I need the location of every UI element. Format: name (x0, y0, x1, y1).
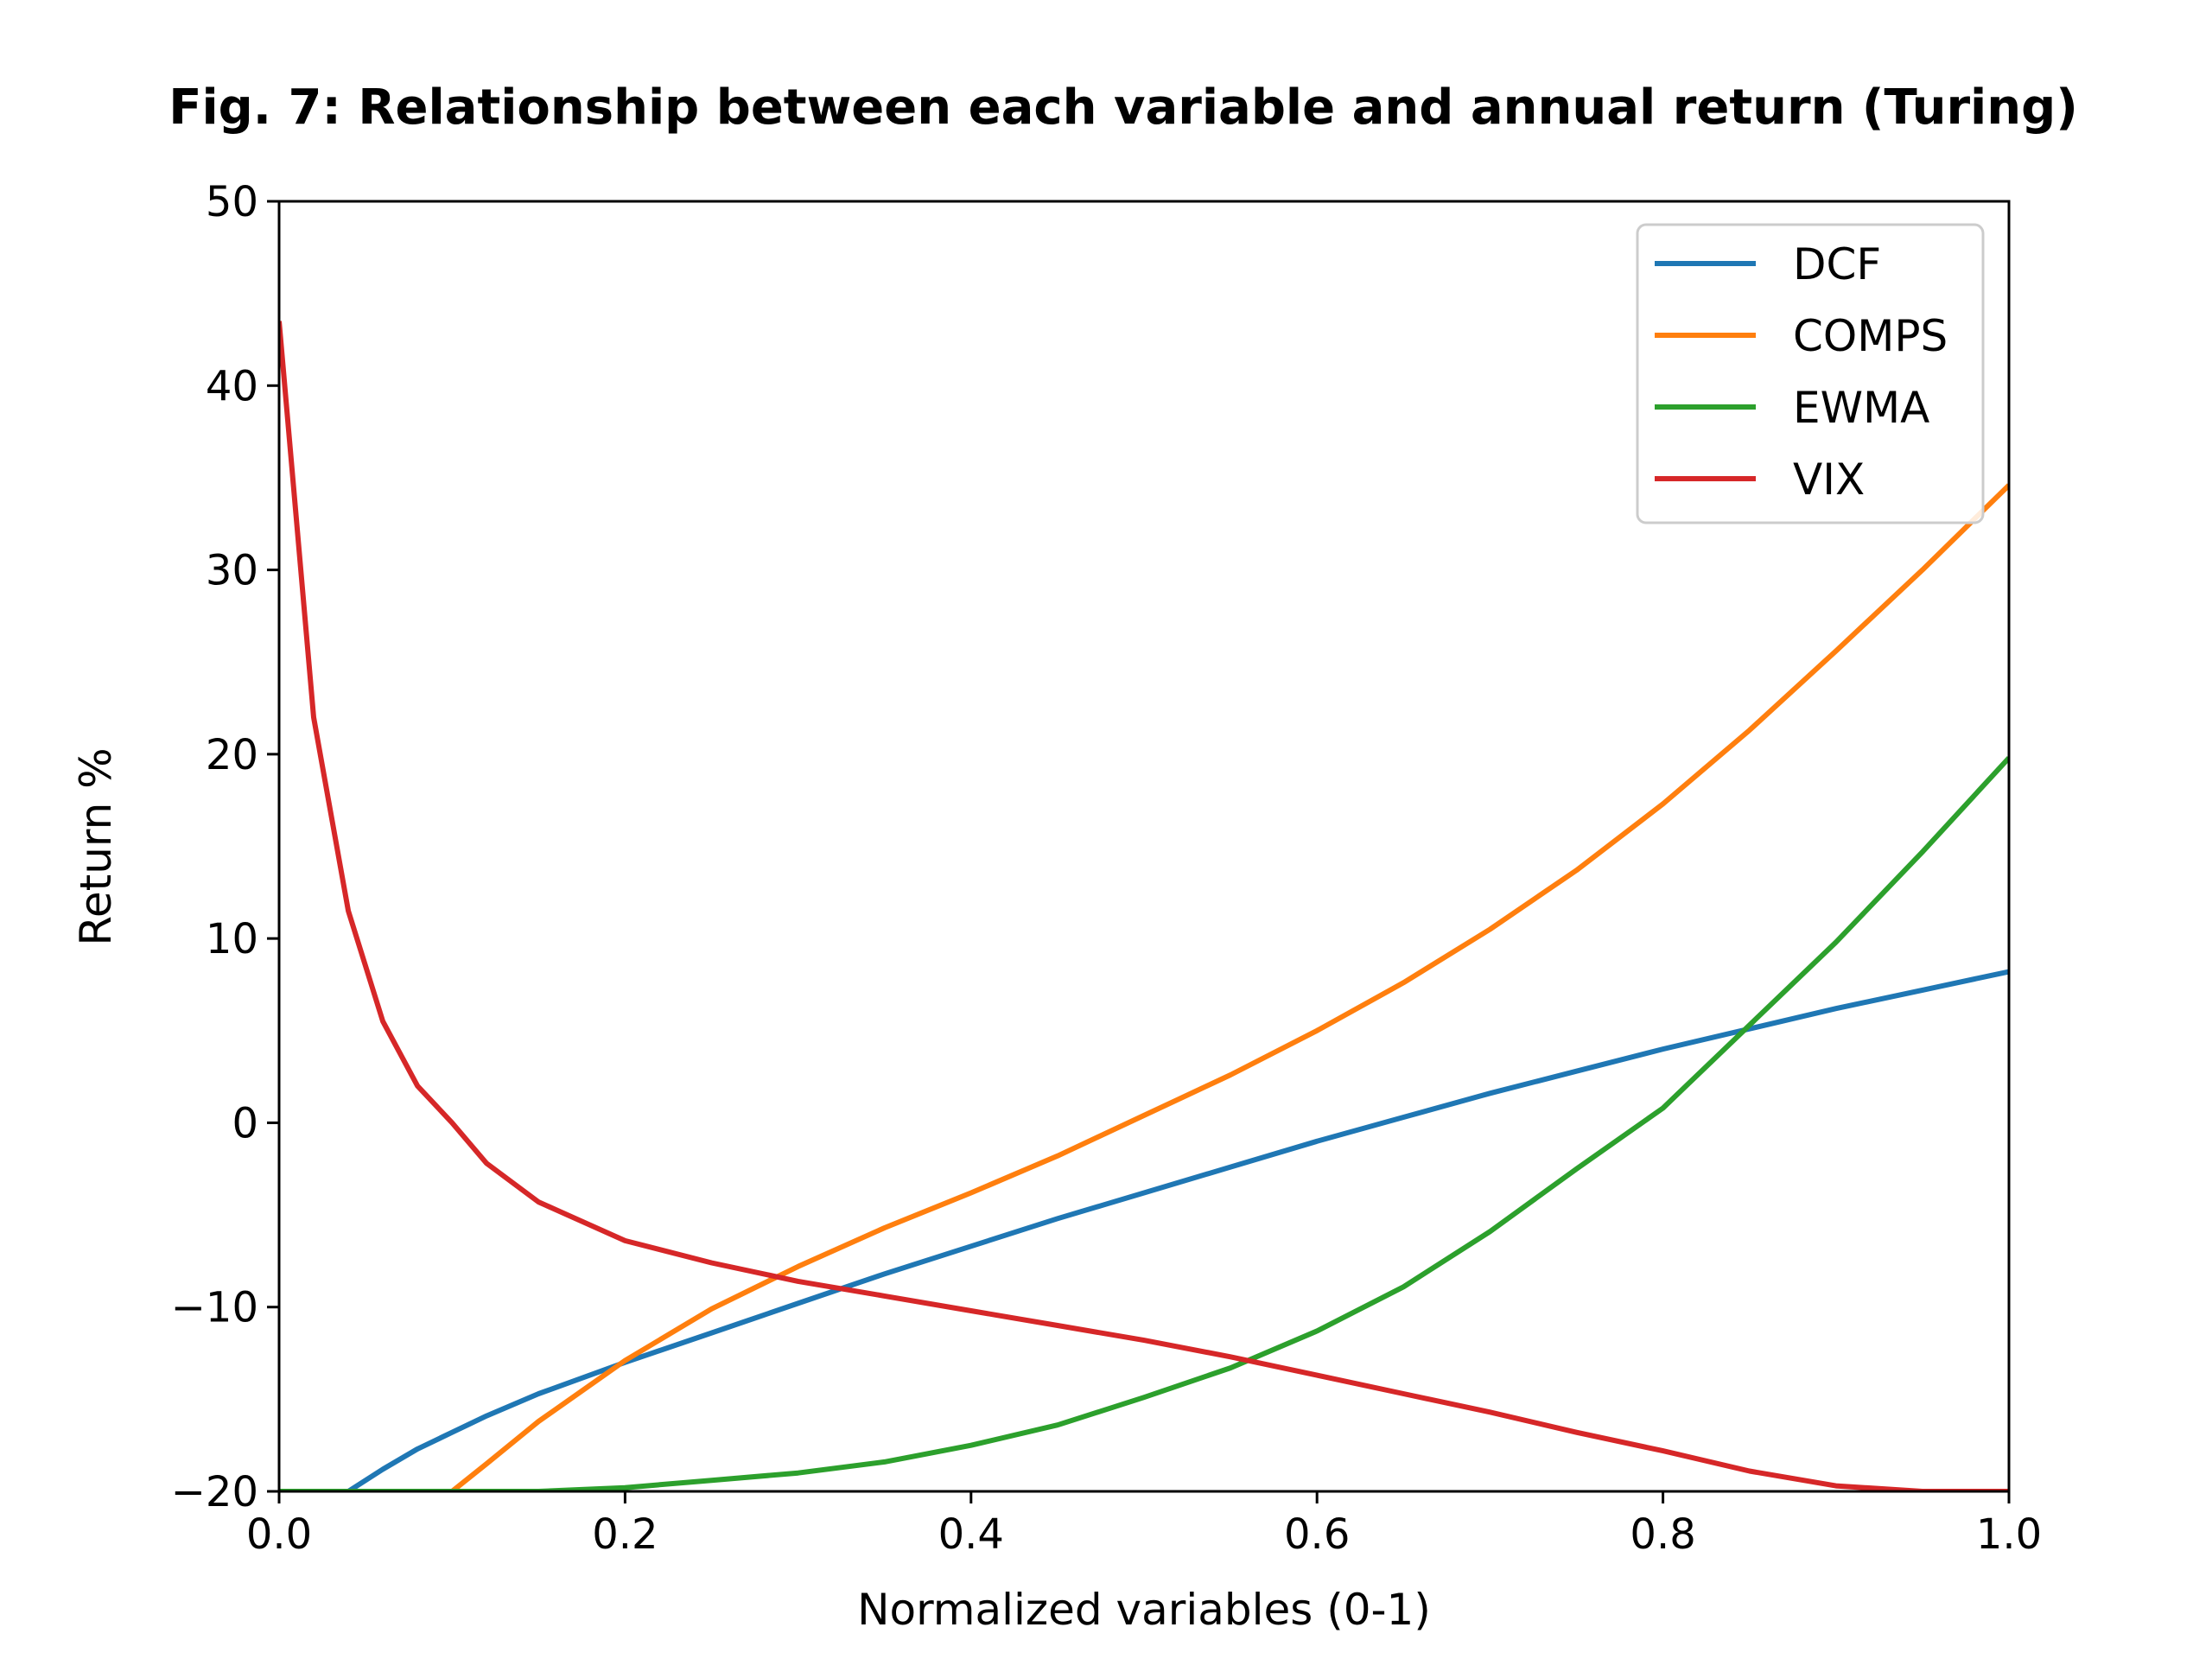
x-axis: 0.0 0.2 0.4 0.6 0.8 1.0 (246, 1491, 2042, 1559)
y-tick-label: 0 (232, 1099, 258, 1147)
legend-label-dcf: DCF (1793, 239, 1881, 289)
y-tick-label: 10 (206, 915, 258, 963)
series-line-dcf (279, 969, 2009, 1491)
legend-label-vix: VIX (1793, 454, 1865, 505)
x-tick-label: 0.0 (246, 1510, 312, 1559)
x-tick-label: 0.4 (938, 1510, 1004, 1559)
series-line-ewma (279, 756, 2009, 1491)
y-tick-label: −20 (171, 1468, 258, 1516)
x-tick-label: 1.0 (1976, 1510, 2042, 1559)
series-line-comps (279, 483, 2009, 1491)
legend-label-comps: COMPS (1793, 311, 1948, 361)
y-tick-label: 50 (206, 178, 258, 226)
y-tick-label: 40 (206, 362, 258, 410)
series-lines (279, 321, 2009, 1491)
series-line-vix (279, 321, 2009, 1491)
x-tick-label: 0.2 (592, 1510, 658, 1559)
plot-frame (277, 200, 2011, 1493)
x-tick-label: 0.6 (1284, 1510, 1350, 1559)
y-tick-label: −10 (171, 1284, 258, 1332)
y-axis: −20 −10 0 10 20 30 40 50 (171, 178, 279, 1516)
chart-title: Fig. 7: Relationship between each variab… (168, 79, 2078, 136)
y-tick-label: 30 (206, 547, 258, 595)
legend-label-ewma: EWMA (1793, 383, 1929, 433)
legend-box (1636, 223, 1985, 524)
x-axis-label: Normalized variables (0-1) (857, 1585, 1431, 1635)
legend: DCF COMPS EWMA VIX (1636, 223, 1985, 524)
y-tick-label: 20 (206, 731, 258, 779)
y-axis-label: Return % (71, 747, 121, 945)
x-tick-label: 0.8 (1630, 1510, 1695, 1559)
